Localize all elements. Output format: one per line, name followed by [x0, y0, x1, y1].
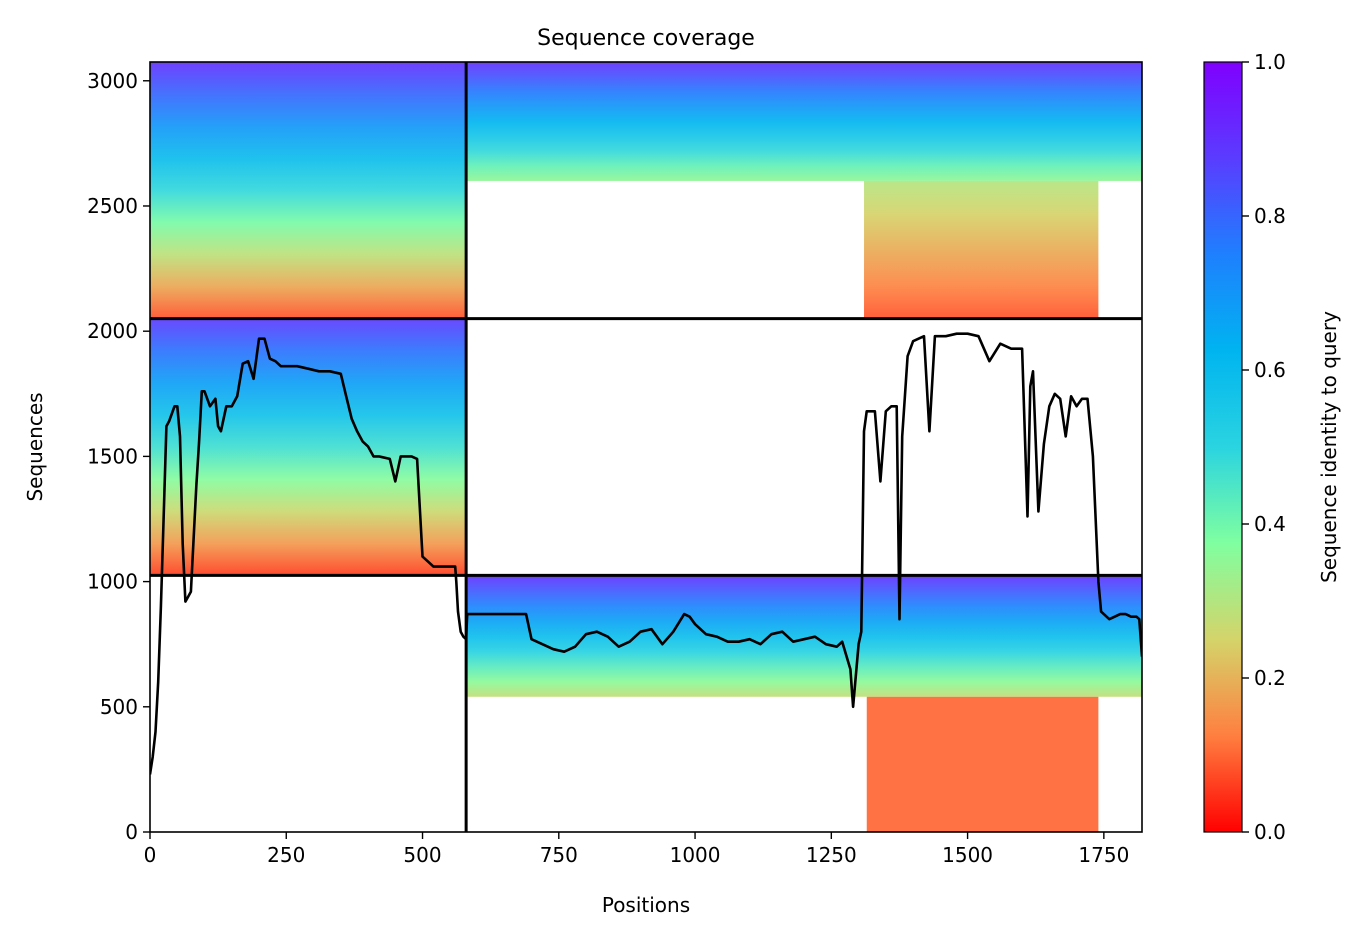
y-tick-label: 500 — [100, 695, 138, 719]
y-tick-label: 2000 — [87, 319, 138, 343]
coverage-line — [150, 332, 1142, 775]
colorbar-tick-label: 1.0 — [1254, 50, 1286, 74]
colorbar-tick-label: 0.0 — [1254, 820, 1286, 844]
x-tick-label: 0 — [144, 843, 157, 867]
colorbar-tick-label: 0.2 — [1254, 666, 1286, 690]
coverage-block — [150, 62, 467, 319]
y-tick-label: 2500 — [87, 194, 138, 218]
x-tick-label: 1250 — [806, 843, 857, 867]
coverage-block — [864, 180, 1099, 319]
colorbar-tick-label: 0.4 — [1254, 512, 1286, 536]
y-axis-label: Sequences — [23, 392, 47, 501]
x-axis-ticks: 0 250 500 750 1000 1250 1500 1750 — [144, 832, 1129, 867]
plot-frame — [149, 61, 1143, 833]
y-axis-ticks: 0 500 1000 1500 2000 2500 3000 — [87, 69, 150, 844]
colorbar-tick-label: 0.6 — [1254, 358, 1286, 382]
coverage-block — [466, 62, 1142, 181]
colorbar-tick-label: 0.8 — [1254, 204, 1286, 228]
y-tick-label: 1000 — [87, 570, 138, 594]
coverage-block — [466, 575, 1142, 697]
colorbar-label: Sequence identity to query — [1317, 311, 1341, 583]
colorbar-ticks: 0.0 0.2 0.4 0.6 0.8 1.0 — [1242, 50, 1286, 844]
coverage-line-layer — [150, 332, 1142, 775]
coverage-block — [866, 696, 1099, 832]
y-tick-label: 3000 — [87, 69, 138, 93]
colorbar — [1203, 61, 1243, 833]
x-tick-label: 1750 — [1078, 843, 1129, 867]
y-tick-label: 0 — [125, 820, 138, 844]
x-tick-label: 1000 — [670, 843, 721, 867]
x-tick-label: 1500 — [942, 843, 993, 867]
coverage-block — [150, 318, 467, 576]
y-tick-label: 1500 — [87, 444, 138, 468]
x-axis-label: Positions — [602, 893, 690, 917]
chain-break-lines — [150, 62, 1142, 832]
coverage-heatmap — [150, 62, 1142, 832]
chart-title: Sequence coverage — [537, 26, 755, 51]
x-tick-label: 250 — [267, 843, 305, 867]
x-tick-label: 500 — [403, 843, 441, 867]
x-tick-label: 750 — [540, 843, 578, 867]
